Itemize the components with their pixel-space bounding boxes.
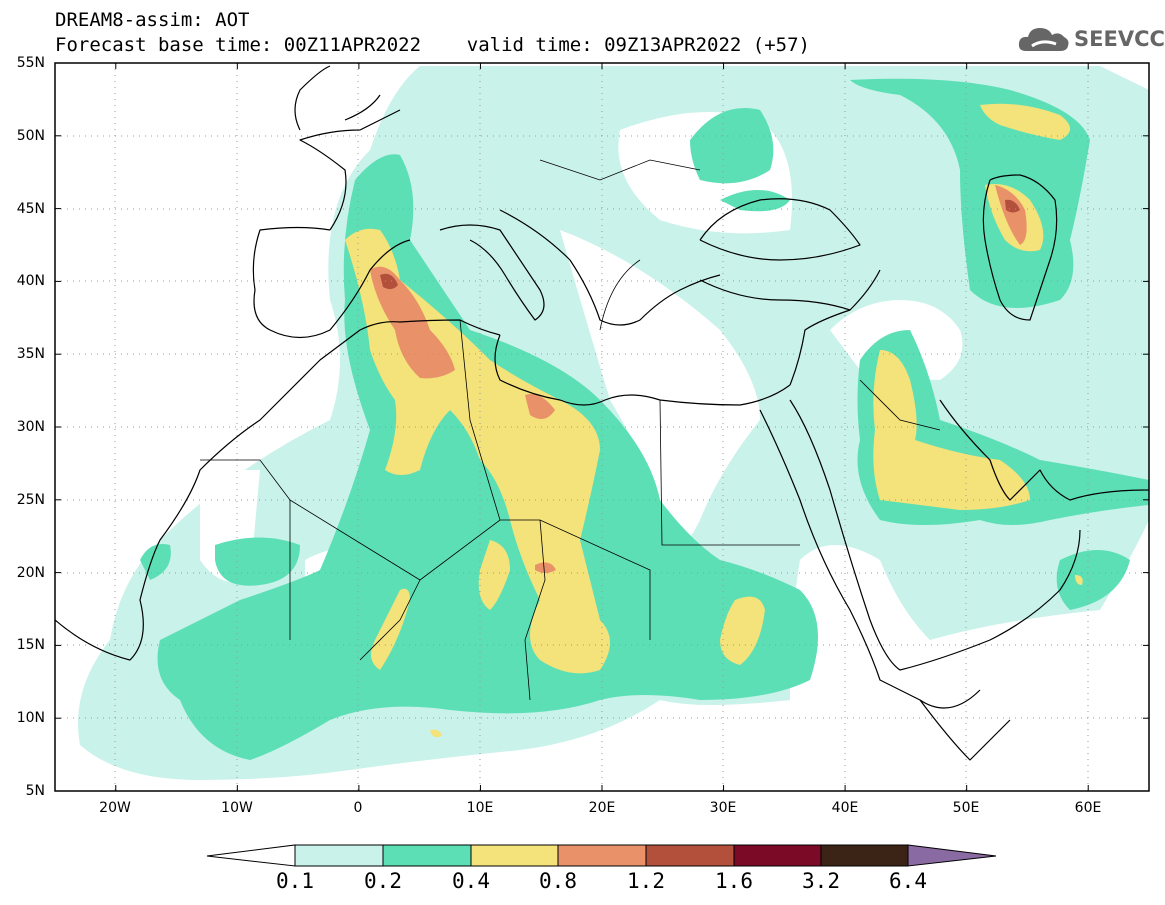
aot-field-level-5	[380, 199, 1020, 290]
caspian-coast	[982, 174, 1058, 321]
axis-ticks	[55, 62, 1149, 792]
colorbar-box-4	[557, 844, 647, 867]
lon-label-20e: 20E	[588, 800, 616, 816]
lat-label-40n: 40N	[16, 273, 45, 289]
cloud-logo-icon	[1018, 28, 1069, 51]
adriatic-coast	[499, 209, 721, 326]
seevccc-logo: SEEVCCC	[1018, 22, 1165, 56]
gulf-coast	[939, 399, 1149, 501]
colorbar-label-0-4: 0.4	[452, 869, 490, 893]
lon-label-50e: 50E	[952, 800, 980, 816]
colorbar	[206, 844, 997, 867]
lat-label-15n: 15N	[16, 637, 45, 653]
colorbar-under-triangle	[206, 844, 296, 867]
colorbar-label-1-6: 1.6	[715, 869, 753, 893]
country-borders	[200, 159, 941, 701]
colorbar-label-0-1: 0.1	[276, 869, 314, 893]
levant-coast	[789, 309, 851, 386]
lon-label-20w: 20W	[99, 800, 131, 816]
colorbar-box-5	[645, 844, 735, 867]
lon-label-0: 0	[353, 800, 363, 816]
colorbar-box-6	[733, 844, 822, 867]
anatolia-coast	[699, 269, 881, 311]
map-title: DREAM8-assim: AOT	[55, 9, 250, 31]
colorbar-box-7	[820, 844, 909, 867]
lon-label-40e: 40E	[831, 800, 859, 816]
lon-label-10e: 10E	[466, 800, 494, 816]
britain-coast	[294, 65, 381, 131]
lon-label-60e: 60E	[1074, 800, 1102, 816]
colorbar-over-triangle	[907, 844, 997, 867]
lat-label-10n: 10N	[16, 710, 45, 726]
lat-label-45n: 45N	[16, 201, 45, 217]
coastlines	[55, 65, 1149, 761]
forecast-time-line: Forecast base time: 00Z11APR2022 valid t…	[55, 34, 810, 56]
colorbar-box-1	[294, 844, 384, 867]
colorbar-label-0-2: 0.2	[364, 869, 402, 893]
iberia-coast	[252, 226, 411, 339]
red-sea-west	[759, 409, 981, 709]
lat-label-5n: 5N	[25, 783, 45, 799]
lat-label-35n: 35N	[16, 346, 45, 362]
colorbar-box-2	[382, 844, 472, 867]
lat-label-20n: 20N	[16, 565, 45, 581]
lat-label-50n: 50N	[16, 128, 45, 144]
colorbar-label-3-2: 3.2	[802, 869, 840, 893]
france-coast	[299, 109, 401, 231]
lon-label-10w: 10W	[221, 800, 253, 816]
italy-coast	[439, 224, 545, 321]
colorbar-label-0-8: 0.8	[539, 869, 577, 893]
lon-label-30e: 30E	[709, 800, 737, 816]
colorbar-box-3	[470, 844, 559, 867]
north-africa-coast	[494, 334, 791, 406]
colorbar-label-6-4: 6.4	[889, 869, 927, 893]
lat-label-55n: 55N	[16, 55, 45, 71]
black-sea-coast	[699, 198, 861, 261]
lat-label-30n: 30N	[16, 419, 45, 435]
west-africa-coast	[55, 319, 501, 661]
graticule	[55, 63, 1149, 791]
red-sea-east	[789, 399, 1081, 671]
colorbar-label-1-2: 1.2	[627, 869, 665, 893]
lat-label-25n: 25N	[16, 492, 45, 508]
horn-of-africa	[919, 699, 1011, 761]
aot-field-level-4	[370, 185, 1027, 573]
logo-text: SEEVCCC	[1074, 27, 1165, 51]
